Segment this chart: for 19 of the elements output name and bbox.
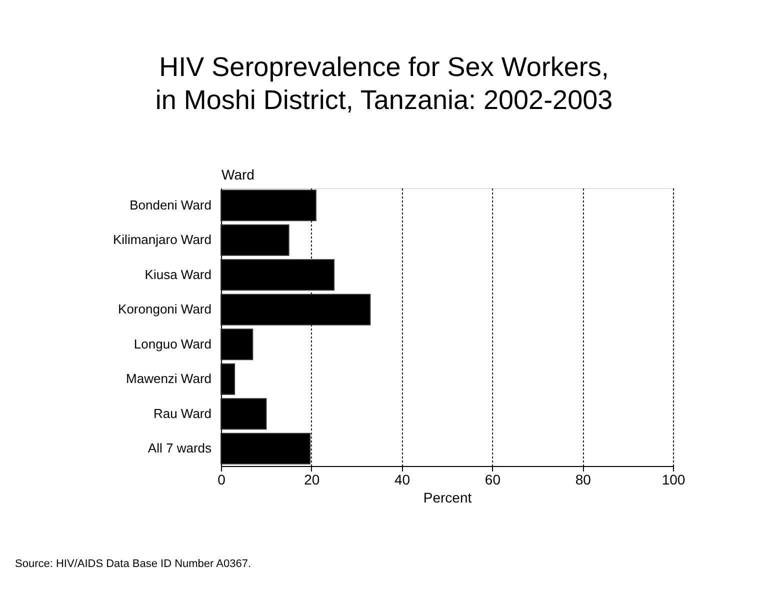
y-tick-label: Mawenzi Ward <box>126 371 212 386</box>
x-tick-label: 60 <box>484 472 501 488</box>
text: in Moshi District, Tanzania: 2002-2003 <box>155 85 613 115</box>
y-tick-label: All 7 wards <box>148 440 212 456</box>
y-tick-label: Rau Ward <box>153 406 212 421</box>
y-tick-label: Korongoni Ward <box>118 302 212 317</box>
x-tick-label: 80 <box>575 472 592 488</box>
x-axis-title: Percent <box>423 490 472 506</box>
y-tick-label: Longuo Ward <box>134 336 212 352</box>
text: HIV Seroprevalence for Sex Workers, <box>159 52 609 82</box>
y-tick-label: Bondeni Ward <box>130 197 212 212</box>
source-note: Source: HIV/AIDS Data Base ID Number A0367. <box>15 558 252 570</box>
x-tick-label: 20 <box>304 472 320 488</box>
x-tick-label: 0 <box>218 472 226 488</box>
y-tick-label: Kiusa Ward <box>144 266 212 282</box>
x-tick-label: 40 <box>394 472 410 488</box>
y-tick-label: Kilimanjaro Ward <box>113 232 212 248</box>
x-tick-label: 100 <box>662 472 686 488</box>
y-axis-title: Ward <box>222 166 254 182</box>
